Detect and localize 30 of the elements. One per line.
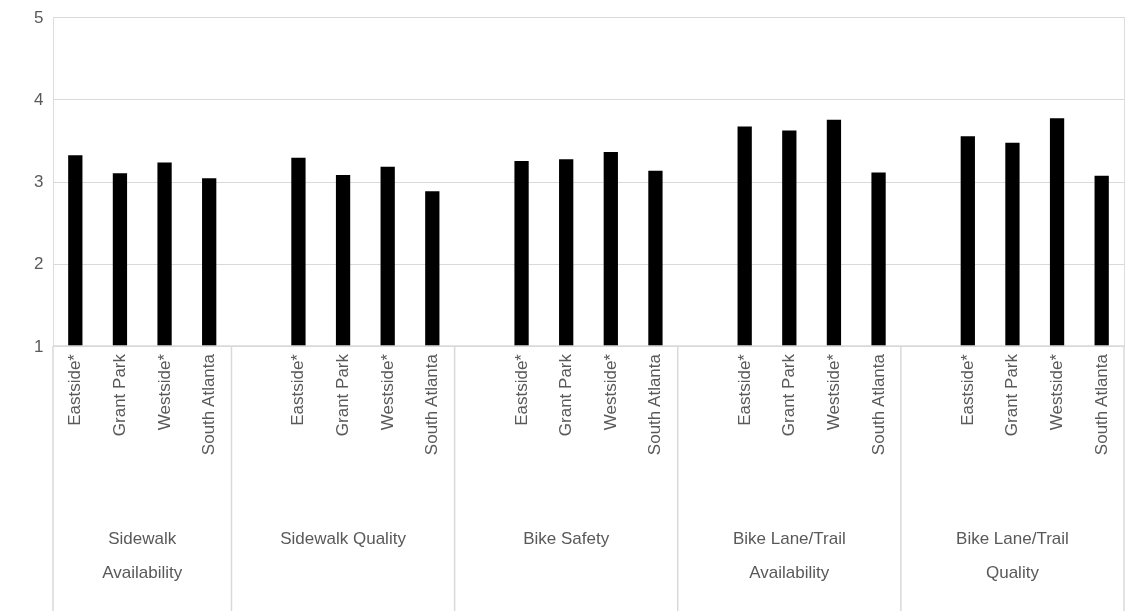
y-tick-label: 5 xyxy=(34,7,44,27)
x-tick-label: Eastside* xyxy=(511,353,531,426)
x-tick-label: Grant Park xyxy=(1002,353,1022,437)
x-tick-label: South Atlanta xyxy=(868,353,888,456)
y-tick-label: 1 xyxy=(34,336,44,356)
x-tick-label: Eastside* xyxy=(957,353,977,426)
x-tick-label: Westside* xyxy=(823,353,843,431)
text: Sidewalk Quality xyxy=(280,529,407,548)
x-tick-label: Grant Park xyxy=(333,353,353,437)
y-tick-label: 4 xyxy=(34,89,44,109)
x-tick-label: Westside* xyxy=(1047,353,1067,431)
x-tick-label: Westside* xyxy=(154,353,174,431)
text: Sidewalk Availability xyxy=(102,529,183,582)
text: Bike Lane/Trail Quality xyxy=(956,529,1069,582)
y-tick-label: 2 xyxy=(34,254,44,274)
x-tick-label: Eastside* xyxy=(288,353,308,426)
text: Bike Safety xyxy=(523,529,610,548)
x-tick-label: South Atlanta xyxy=(199,353,219,456)
y-tick-label: 3 xyxy=(34,172,44,191)
x-tick-label: Grant Park xyxy=(779,353,799,437)
x-tick-label: Grant Park xyxy=(556,353,576,437)
text: Bike Lane/Trail Availability xyxy=(732,529,846,582)
x-tick-label: Westside* xyxy=(600,353,620,431)
x-tick-label: South Atlanta xyxy=(422,353,442,456)
x-tick-label: South Atlanta xyxy=(645,353,665,456)
x-tick-label: Grant Park xyxy=(109,353,129,437)
x-tick-label: Westside* xyxy=(377,353,397,431)
x-tick-label: South Atlanta xyxy=(1091,353,1111,456)
x-tick-label: Eastside* xyxy=(734,353,754,426)
x-tick-label: Eastside* xyxy=(65,353,85,426)
